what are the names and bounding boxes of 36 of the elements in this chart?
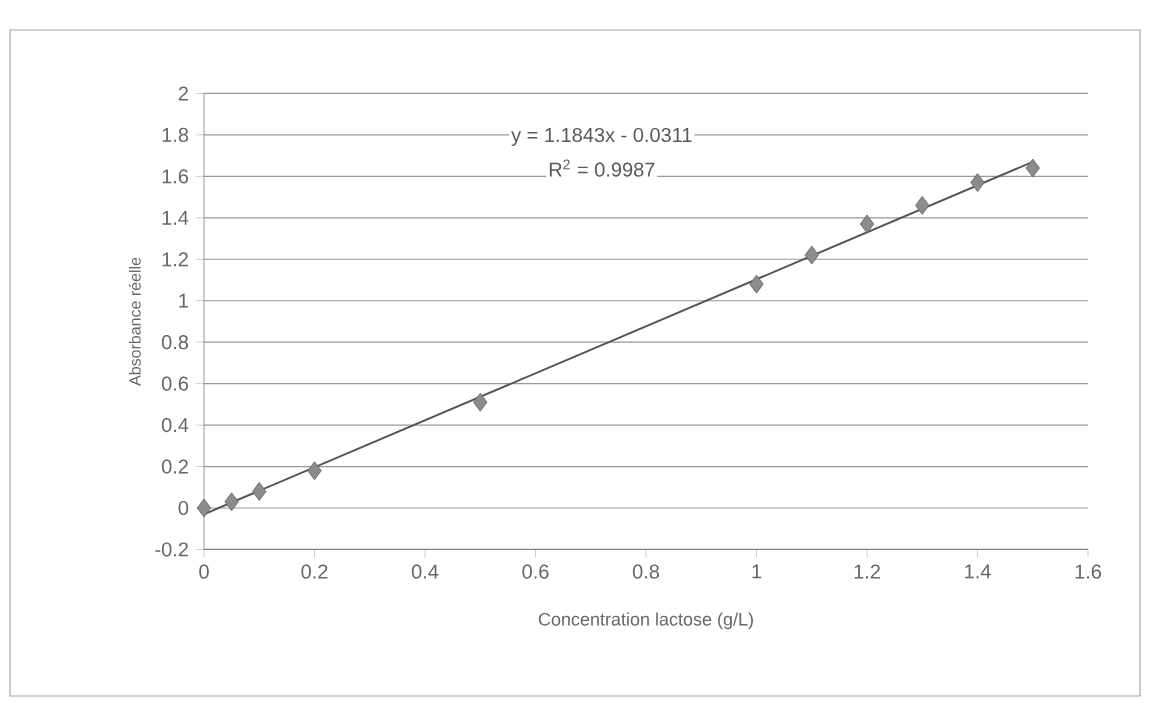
point	[224, 492, 239, 512]
y-tick-label: 1.2	[162, 252, 188, 267]
x-tick-label: 0	[199, 564, 209, 579]
x-tick-label: 1.4	[965, 564, 991, 579]
x-tick-label: 1	[752, 564, 762, 579]
x-tick-label: 1.6	[1075, 564, 1102, 579]
x-tick-label: 1.2	[854, 564, 880, 579]
x-tick-label: 0.4	[411, 564, 439, 579]
point	[196, 498, 212, 518]
y-axis-title: Absorbance réelle	[128, 257, 141, 386]
x-tick-label: 0.2	[301, 564, 328, 579]
point	[473, 392, 488, 412]
y-tick-label: -0.2	[155, 542, 188, 557]
point	[859, 214, 875, 234]
x-tick-label: 0.6	[522, 564, 549, 579]
y-tick-label: 1.6	[162, 169, 189, 184]
point	[1025, 158, 1040, 178]
y-tick-label: 1.4	[162, 210, 189, 225]
y-tick-label: 0.2	[161, 459, 188, 474]
point	[970, 173, 985, 192]
point	[307, 461, 322, 481]
point	[252, 482, 267, 501]
annotation: R$^{2}$ = 0.9987	[549, 159, 655, 177]
y-tick-label: 1.8	[162, 127, 189, 142]
y-tick-label: 0	[178, 500, 189, 516]
point	[915, 195, 930, 215]
y-tick-label: 2	[178, 86, 188, 101]
y-tick-label: 0.6	[161, 376, 189, 391]
annotation: y = 1.1843x - 0.0311	[511, 127, 692, 147]
y-tick-label: 1	[179, 293, 188, 308]
x-tick-label: 0.8	[632, 564, 660, 579]
point	[749, 274, 764, 294]
y-tick-label: 0.8	[161, 335, 189, 350]
point	[804, 245, 819, 265]
x-axis-title: Concentration lactose (g/L)	[538, 612, 753, 630]
y-tick-label: 0.4	[161, 418, 189, 433]
